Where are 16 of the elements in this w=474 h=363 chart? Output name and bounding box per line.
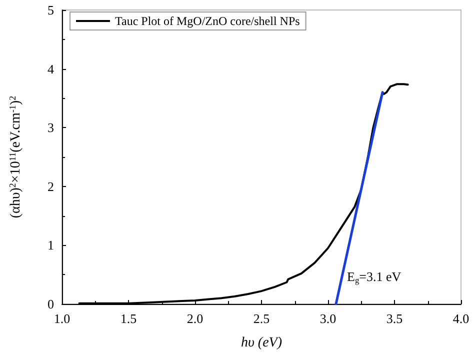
y-tick-label: 3 bbox=[48, 120, 54, 136]
x-axis-title: hυ (eV) bbox=[240, 336, 282, 350]
y-tick-label: 4 bbox=[48, 61, 54, 76]
y-tick-label: 2 bbox=[48, 178, 54, 194]
x-tick-label: 1.5 bbox=[120, 311, 137, 326]
x-tick-label: 2.5 bbox=[253, 311, 270, 326]
x-tick-label: 4.0 bbox=[452, 311, 470, 326]
x-tick-label: 3.5 bbox=[386, 311, 403, 326]
y-tick-label: 0 bbox=[48, 296, 54, 312]
x-tick-label: 1.0 bbox=[54, 311, 70, 326]
legend-label: Tauc Plot of MgO/ZnO core/shell NPs bbox=[115, 14, 300, 28]
y-axis-title: (αhυ)2×1011(eV.cm-1)2 bbox=[8, 95, 24, 218]
y-tick-label: 1 bbox=[48, 238, 54, 253]
x-tick-label: 2.0 bbox=[186, 311, 204, 326]
x-tick-label: 3.0 bbox=[320, 311, 336, 326]
y-tick-label: 5 bbox=[48, 2, 54, 18]
